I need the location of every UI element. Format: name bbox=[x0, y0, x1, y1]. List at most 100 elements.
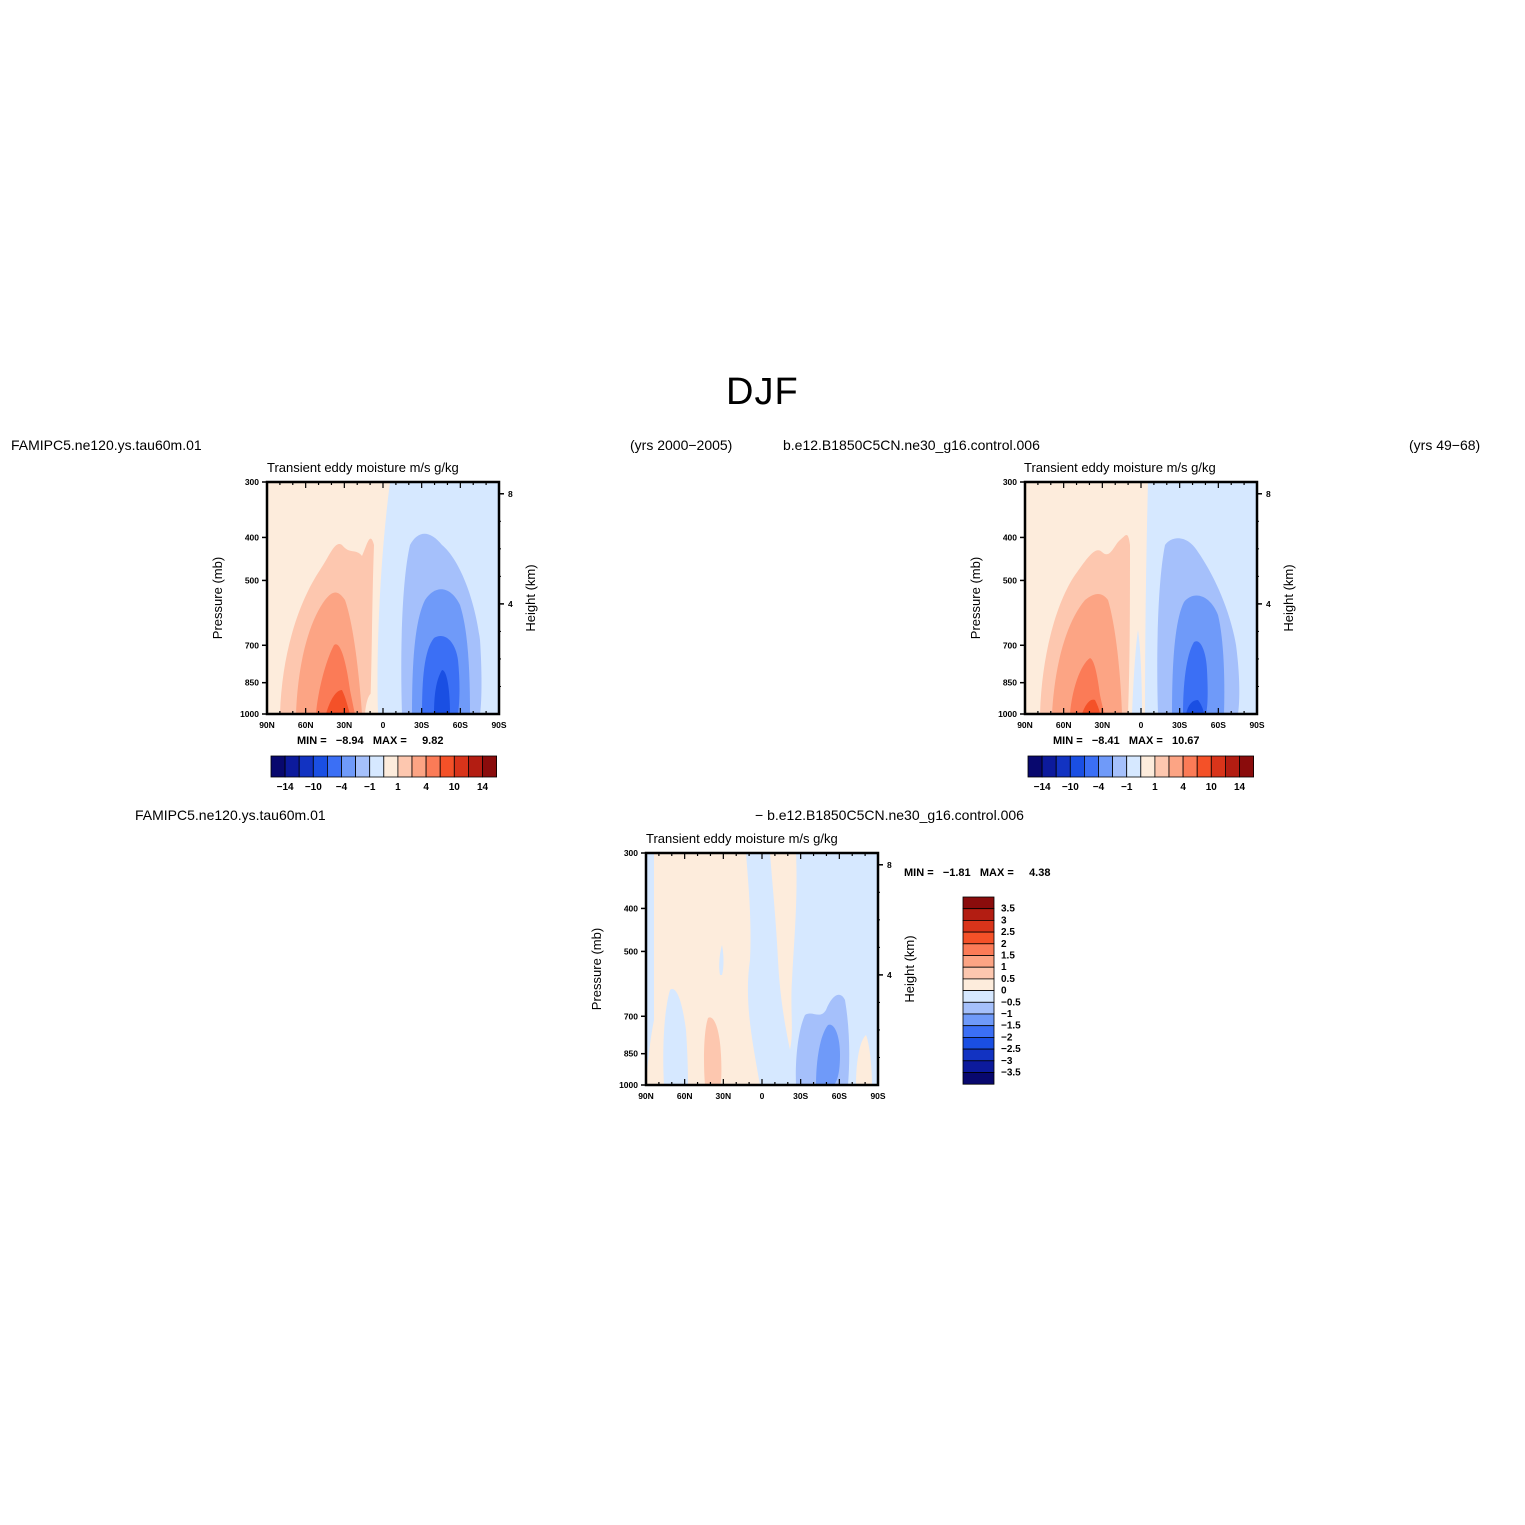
x-tick-label: 0 bbox=[760, 1091, 765, 1101]
colorbar-label: 14 bbox=[477, 782, 489, 793]
max-value: 9.82 bbox=[422, 735, 444, 747]
colorbar-swatch bbox=[962, 896, 995, 910]
max-value: 10.67 bbox=[1171, 735, 1200, 747]
max-label: MAX = bbox=[372, 735, 407, 747]
colorbar-swatch bbox=[1239, 755, 1255, 778]
x-tick-label: 90N bbox=[259, 720, 275, 730]
colorbar-label: −0.5 bbox=[1001, 997, 1021, 1008]
colorbar-swatch bbox=[962, 920, 995, 933]
contour-wiggle bbox=[365, 693, 378, 714]
colorbar-swatch bbox=[355, 755, 371, 778]
colorbar-label: −14 bbox=[1034, 782, 1051, 793]
colorbar-swatch bbox=[425, 755, 441, 778]
min-label: MIN = bbox=[904, 867, 934, 879]
y-tick-label: 400 bbox=[624, 903, 638, 913]
plot-title-top-right: Transient eddy moisture m/s g/kg bbox=[1024, 460, 1216, 475]
x-tick-label: 60N bbox=[298, 720, 314, 730]
colorbar-swatch bbox=[383, 755, 399, 778]
colorbar-swatch bbox=[962, 1037, 995, 1050]
y-tick-label: 850 bbox=[245, 678, 259, 688]
case-name-top-right: b.e12.B1850C5CN.ne30_g16.control.006 bbox=[783, 437, 1040, 453]
colorbar-swatch bbox=[1084, 755, 1099, 778]
colorbar-label: −1 bbox=[1121, 782, 1133, 793]
colorbar-swatch bbox=[1168, 755, 1184, 778]
y2-tick-label: 4 bbox=[887, 970, 892, 980]
colorbar-label: 1 bbox=[1152, 782, 1158, 793]
y-tick-label: 500 bbox=[624, 946, 638, 956]
colorbar-swatch bbox=[1225, 755, 1240, 778]
x-tick-label: 60S bbox=[453, 720, 468, 730]
x-tick-label: 90S bbox=[1249, 720, 1264, 730]
y-tick-label: 300 bbox=[1003, 477, 1017, 487]
colorbar-swatch bbox=[962, 978, 995, 992]
contour-pos-4-6 bbox=[1070, 658, 1105, 714]
colorbar-swatch bbox=[1140, 755, 1156, 778]
colorbar-swatch bbox=[439, 755, 455, 778]
y-tick-label: 1000 bbox=[619, 1080, 638, 1090]
axes-panel-0: 90N 60N 30N 0 30S 60S 90S 300 400 500 700 850 1000 8 4… bbox=[210, 477, 538, 730]
colorbar-label: −10 bbox=[305, 782, 322, 793]
colorbar-horizontal-0: −14 −10 −4 −1 1 4 10 14 bbox=[270, 755, 498, 793]
colorbar-label: 10 bbox=[1206, 782, 1218, 793]
contour-plot-top-right bbox=[1023, 480, 1259, 716]
colorbar-swatch bbox=[962, 1001, 995, 1015]
colorbar-label: 3.5 bbox=[1001, 904, 1015, 915]
plot-title-bottom: Transient eddy moisture m/s g/kg bbox=[646, 831, 838, 846]
minmax-top-right: MIN = −8.41 MAX = 10.67 bbox=[1053, 735, 1199, 747]
figure-title: DJF bbox=[726, 371, 799, 413]
x-tick-label: 0 bbox=[381, 720, 386, 730]
colorbar-label: 2.5 bbox=[1001, 927, 1015, 938]
contour-field bbox=[267, 482, 499, 714]
colorbar-swatch bbox=[962, 931, 995, 945]
colorbar-swatch bbox=[962, 990, 995, 1003]
axes-panel-2: 90N 60N 30N 0 30S 60S 90S 300 400 500 700 850 1000 8 4… bbox=[589, 848, 917, 1101]
years-top-right: (yrs 49−68) bbox=[1409, 437, 1481, 453]
colorbar-label: 1 bbox=[1001, 962, 1007, 973]
colorbar-label: 4 bbox=[423, 782, 429, 793]
colorbar-swatch bbox=[962, 1072, 995, 1085]
min-value: −8.41 bbox=[1091, 735, 1120, 747]
years-top-left: (yrs 2000−2005) bbox=[630, 437, 733, 453]
colorbar-swatch bbox=[962, 955, 995, 968]
min-label: MIN = bbox=[1053, 735, 1083, 747]
min-value: −8.94 bbox=[335, 735, 364, 747]
contour-pos-6-8 bbox=[1082, 699, 1100, 714]
contour-wiggle bbox=[1132, 630, 1142, 714]
colorbar-swatch bbox=[482, 755, 498, 778]
colorbar-label: 1 bbox=[395, 782, 401, 793]
y2-axis-title: Height (km) bbox=[523, 564, 538, 631]
x-tick-label: 30S bbox=[1172, 720, 1187, 730]
colorbar-label: 4 bbox=[1180, 782, 1186, 793]
contour-pos-4-6 bbox=[316, 644, 355, 714]
colorbar-swatch bbox=[1041, 755, 1057, 778]
x-tick-label: 60S bbox=[832, 1091, 847, 1101]
max-label: MAX = bbox=[1128, 735, 1163, 747]
colorbar-swatch bbox=[1196, 755, 1212, 778]
contour-neg-6-8 bbox=[434, 670, 450, 714]
colorbar-swatch bbox=[411, 755, 427, 778]
colorbar-label: −3 bbox=[1001, 1056, 1013, 1067]
y2-tick-label: 8 bbox=[508, 489, 513, 499]
y-tick-label: 300 bbox=[245, 477, 259, 487]
y2-tick-label: 4 bbox=[508, 599, 513, 609]
y-tick-label: 700 bbox=[624, 1011, 638, 1021]
colorbar-label: 1.5 bbox=[1001, 951, 1015, 962]
colorbar-swatch bbox=[397, 755, 413, 778]
colorbar-swatch bbox=[1069, 755, 1085, 778]
minmax-bottom: MIN = −1.81 MAX = 4.38 bbox=[904, 867, 1050, 879]
colorbar-label: −10 bbox=[1062, 782, 1079, 793]
contour-neg-6-8 bbox=[1186, 700, 1204, 714]
y2-tick-label: 8 bbox=[1266, 489, 1271, 499]
colorbar-swatch bbox=[1098, 755, 1114, 778]
y-axis-title: Pressure (mb) bbox=[589, 928, 604, 1010]
colorbar-swatch bbox=[962, 966, 995, 980]
colorbar-swatch bbox=[1182, 755, 1198, 778]
y-tick-label: 400 bbox=[1003, 532, 1017, 542]
colorbar-swatch bbox=[962, 1048, 995, 1062]
colorbar-label: −1 bbox=[364, 782, 376, 793]
colorbar-swatch bbox=[962, 943, 995, 956]
y-axis-title: Pressure (mb) bbox=[210, 557, 225, 639]
colorbar-swatch bbox=[369, 755, 385, 778]
colorbar-swatch bbox=[962, 908, 995, 921]
x-tick-label: 90N bbox=[1017, 720, 1033, 730]
